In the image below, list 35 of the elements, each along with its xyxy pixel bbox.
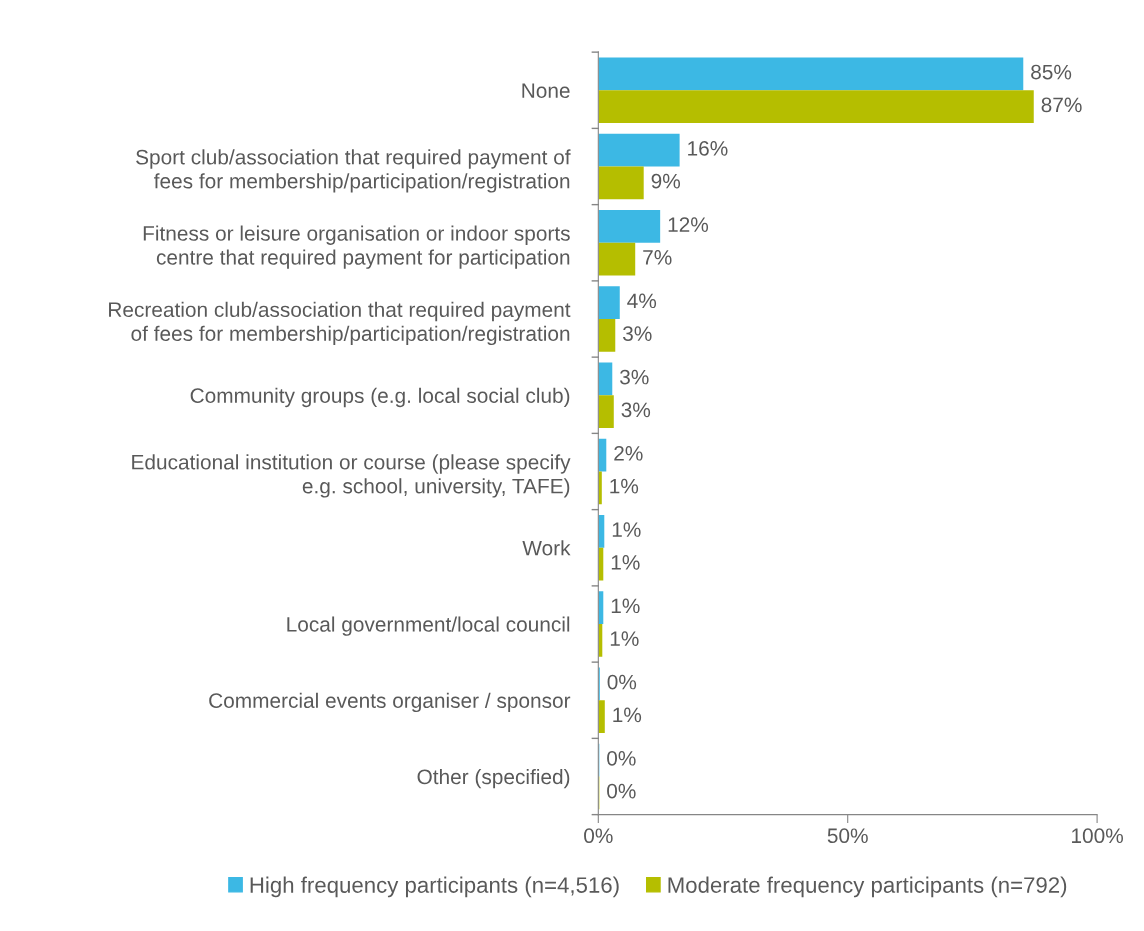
data-label: 85%	[1031, 64, 1072, 80]
data-label: 87%	[1041, 97, 1082, 113]
data-label: 12%	[668, 217, 709, 232]
x-tick-label: 50%	[827, 828, 868, 844]
data-label: 1%	[613, 707, 642, 723]
data-label: 1%	[612, 522, 641, 537]
legend-label: Moderate frequency participants (n=792)	[668, 876, 1067, 898]
y-tick-label: Work	[522, 540, 571, 556]
data-label: 0%	[607, 750, 636, 766]
data-label: 1%	[610, 478, 639, 494]
data-label: 1%	[611, 598, 640, 614]
data-label: 4%	[627, 293, 657, 309]
y-tick-label: Fitness or leisure organisation or indoor sports centre that required payment for participation	[143, 225, 570, 269]
y-tick-label: Sport club/association that required payment of fees for membership/participation/registration	[136, 149, 571, 193]
legend-label: High frequency participants (n=4,516)	[250, 876, 619, 898]
data-label: 2%	[614, 445, 643, 461]
data-label: 3%	[623, 326, 652, 341]
data-label: 0%	[607, 783, 636, 799]
data-label: 7%	[643, 250, 672, 265]
x-tick-label: 0%	[584, 828, 613, 844]
data-label: 0%	[607, 674, 637, 690]
data-label: 3%	[620, 369, 649, 385]
y-tick-label: Commercial events organiser / sponsor	[209, 692, 571, 713]
data-label: 3%	[621, 402, 651, 418]
y-tick-label: Educational institution or course (please specify e.g. school, university, TAFE)	[132, 454, 571, 498]
x-tick-label: 100%	[1072, 828, 1123, 844]
y-tick-label: Local government/local council	[287, 616, 570, 636]
data-label: 16%	[688, 140, 728, 156]
data-label: 1%	[610, 631, 639, 646]
data-label: 1%	[611, 555, 640, 570]
y-tick-label: Recreation club/association that required payment of fees for membership/participation/registration	[109, 301, 571, 346]
data-label: 9%	[651, 173, 681, 189]
y-tick-label: None	[522, 83, 570, 99]
y-tick-label: Community groups (e.g. local social club)	[190, 387, 570, 408]
y-tick-label: Other (specified)	[417, 768, 570, 789]
